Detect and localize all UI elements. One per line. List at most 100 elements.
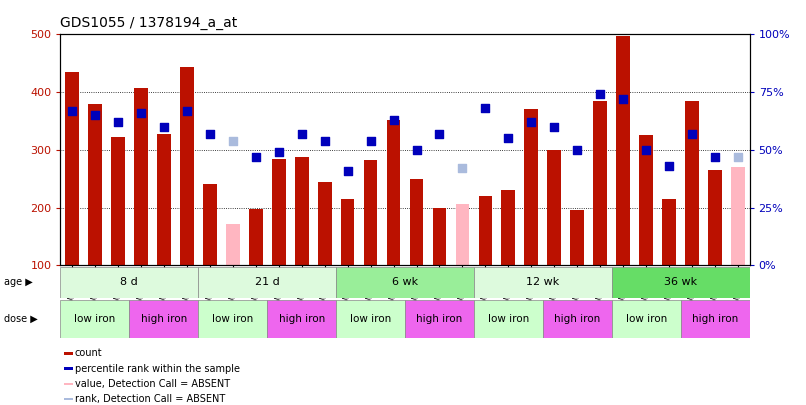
Point — [433, 130, 446, 137]
Point — [732, 153, 745, 160]
Text: age ▶: age ▶ — [4, 277, 33, 288]
Bar — [501, 190, 515, 265]
Text: dose ▶: dose ▶ — [4, 314, 38, 324]
Text: 21 d: 21 d — [255, 277, 280, 288]
Point — [341, 167, 354, 174]
Bar — [639, 135, 653, 265]
Bar — [433, 207, 447, 265]
Bar — [336, 300, 405, 338]
Bar — [685, 101, 699, 265]
Point — [708, 153, 721, 160]
Bar — [129, 300, 198, 338]
Bar — [387, 120, 401, 265]
Bar — [249, 209, 263, 265]
Bar — [198, 300, 267, 338]
Bar — [474, 267, 612, 298]
Text: low iron: low iron — [350, 314, 391, 324]
Text: low iron: low iron — [212, 314, 253, 324]
Bar — [203, 185, 217, 265]
Text: value, Detection Call = ABSENT: value, Detection Call = ABSENT — [75, 379, 230, 389]
Point — [181, 107, 193, 114]
Bar — [198, 267, 336, 298]
Point — [640, 147, 653, 153]
Text: 12 wk: 12 wk — [526, 277, 559, 288]
Bar — [157, 134, 171, 265]
Text: rank, Detection Call = ABSENT: rank, Detection Call = ABSENT — [75, 394, 225, 404]
Text: high iron: high iron — [141, 314, 187, 324]
Point — [89, 112, 102, 119]
Point — [65, 107, 78, 114]
Point — [502, 135, 515, 142]
Bar — [571, 211, 584, 265]
Bar — [593, 101, 607, 265]
Text: high iron: high iron — [279, 314, 325, 324]
Text: high iron: high iron — [417, 314, 463, 324]
Bar — [474, 300, 543, 338]
Text: GDS1055 / 1378194_a_at: GDS1055 / 1378194_a_at — [60, 16, 238, 30]
Point — [686, 130, 699, 137]
Bar — [405, 300, 474, 338]
Bar — [663, 199, 676, 265]
Bar — [268, 300, 336, 338]
Point — [226, 137, 239, 144]
Bar — [180, 67, 193, 265]
Bar — [295, 158, 309, 265]
Bar — [64, 352, 73, 355]
Text: high iron: high iron — [692, 314, 738, 324]
Point — [272, 149, 285, 156]
Bar — [111, 137, 125, 265]
Point — [479, 105, 492, 111]
Point — [525, 119, 538, 126]
Bar — [547, 150, 561, 265]
Bar — [455, 204, 469, 265]
Point — [548, 124, 561, 130]
Point — [249, 153, 262, 160]
Point — [387, 117, 400, 123]
Point — [456, 165, 469, 172]
Bar — [60, 267, 198, 298]
Bar — [318, 182, 331, 265]
Bar — [708, 170, 722, 265]
Text: 36 wk: 36 wk — [664, 277, 697, 288]
Bar — [272, 158, 285, 265]
Point — [594, 91, 607, 98]
Text: percentile rank within the sample: percentile rank within the sample — [75, 364, 240, 373]
Bar — [479, 196, 492, 265]
Bar — [64, 398, 73, 400]
Text: high iron: high iron — [555, 314, 600, 324]
Text: 8 d: 8 d — [120, 277, 139, 288]
Point — [663, 163, 675, 169]
Point — [364, 137, 377, 144]
Bar — [88, 104, 102, 265]
Point — [157, 124, 170, 130]
Bar — [617, 36, 630, 265]
Point — [203, 130, 216, 137]
Bar — [134, 88, 147, 265]
Point — [135, 110, 147, 116]
Bar — [543, 300, 612, 338]
Bar — [65, 72, 79, 265]
Bar — [680, 300, 750, 338]
Bar — [60, 300, 129, 338]
Point — [571, 147, 584, 153]
Text: low iron: low iron — [488, 314, 529, 324]
Text: 6 wk: 6 wk — [392, 277, 418, 288]
Bar — [64, 367, 73, 370]
Bar — [731, 167, 745, 265]
Text: low iron: low iron — [625, 314, 667, 324]
Bar — [409, 179, 423, 265]
Bar — [525, 109, 538, 265]
Text: count: count — [75, 348, 102, 358]
Point — [295, 130, 308, 137]
Bar — [612, 267, 750, 298]
Bar — [341, 199, 355, 265]
Bar — [364, 160, 377, 265]
Text: low iron: low iron — [74, 314, 115, 324]
Point — [410, 147, 423, 153]
Bar — [336, 267, 474, 298]
Point — [318, 137, 331, 144]
Point — [617, 96, 629, 102]
Bar — [226, 224, 239, 265]
Bar — [64, 382, 73, 385]
Bar — [612, 300, 680, 338]
